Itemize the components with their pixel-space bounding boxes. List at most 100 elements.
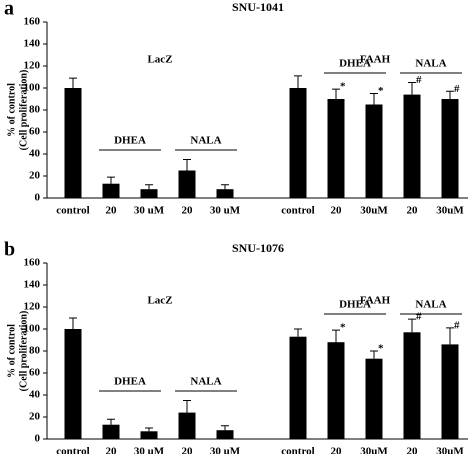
y-axis-label: % of control <box>6 83 17 137</box>
x-tick-label: control <box>56 205 89 217</box>
error-bar <box>332 88 340 99</box>
bar <box>216 189 234 198</box>
bar <box>441 99 459 198</box>
y-axis-label: (Cell proliferation) <box>18 311 29 392</box>
x-tick-label: 30 uM <box>210 446 241 454</box>
error-bar <box>294 328 302 337</box>
bar <box>64 88 82 198</box>
error-bar <box>221 184 229 190</box>
x-tick-label: control <box>281 446 314 454</box>
y-tick-label: 120 <box>24 60 41 72</box>
significance-marker: * <box>378 343 384 355</box>
error-bar <box>183 159 191 171</box>
bracket-label: DHEA <box>339 58 371 70</box>
y-tick-label: 160 <box>24 16 41 28</box>
error-bar <box>145 184 153 190</box>
bracket-label: NALA <box>415 299 446 311</box>
y-tick-label: 100 <box>24 82 41 94</box>
chart-panel: a SNU-1041 % of control (Cell proliferation… <box>4 0 468 217</box>
error-bar <box>183 400 191 413</box>
x-tick-label: 30 uM <box>134 205 165 217</box>
bar <box>327 342 345 439</box>
x-tick-label: control <box>56 446 89 454</box>
chart-title: SNU-1041 <box>232 0 284 14</box>
y-tick-label: 160 <box>24 257 41 269</box>
y-tick-label: 20 <box>29 170 41 182</box>
bracket-label: DHEA <box>339 299 371 311</box>
bar <box>441 344 459 439</box>
error-bar <box>107 176 115 184</box>
group-label: LacZ <box>147 295 172 307</box>
error-bar <box>408 82 416 95</box>
bracket-label: NALA <box>415 58 446 70</box>
x-tick-label: 20 <box>182 446 194 454</box>
error-bar <box>221 425 229 431</box>
y-tick-label: 60 <box>29 367 41 379</box>
significance-marker: # <box>416 311 422 323</box>
bar <box>365 104 383 198</box>
significance-marker: # <box>416 74 422 86</box>
error-bar <box>446 327 454 345</box>
bar <box>140 431 158 439</box>
y-tick-label: 20 <box>29 411 41 423</box>
x-tick-label: 20 <box>407 205 419 217</box>
x-tick-label: 20 <box>182 205 194 217</box>
significance-marker: # <box>454 319 460 331</box>
bar <box>178 412 196 439</box>
y-tick-label: 80 <box>29 345 41 357</box>
significance-marker: * <box>340 322 346 334</box>
y-tick-label: 140 <box>24 38 41 50</box>
x-tick-label: 20 <box>106 205 118 217</box>
bar <box>102 424 120 439</box>
bar <box>102 183 120 198</box>
x-tick-label: 20 <box>407 446 419 454</box>
x-tick-label: 30uM <box>436 205 464 217</box>
bar <box>403 94 421 198</box>
error-bar <box>446 90 454 99</box>
chart-panel: b SNU-1076 % of control (Cell proliferation… <box>4 239 468 454</box>
panel-label: a <box>4 0 14 20</box>
y-tick-label: 120 <box>24 301 41 313</box>
error-bar <box>107 418 115 425</box>
error-bar <box>145 427 153 432</box>
bar <box>178 170 196 198</box>
error-bar <box>370 350 378 359</box>
y-tick-label: 0 <box>35 433 41 445</box>
bar <box>140 189 158 198</box>
bracket-label: DHEA <box>114 376 146 388</box>
error-bar <box>370 93 378 105</box>
error-bar <box>294 75 302 88</box>
bracket-label: NALA <box>190 135 221 147</box>
significance-marker: * <box>340 81 346 93</box>
y-tick-label: 40 <box>29 148 41 160</box>
group-label: LacZ <box>147 54 172 66</box>
x-tick-label: 20 <box>331 205 343 217</box>
y-axis-label: % of control <box>6 324 17 378</box>
significance-marker: # <box>454 83 460 95</box>
y-tick-label: 100 <box>24 323 41 335</box>
y-tick-label: 80 <box>29 104 41 116</box>
x-tick-label: 30uM <box>436 446 464 454</box>
y-tick-label: 140 <box>24 279 41 291</box>
x-tick-label: 30 uM <box>210 205 241 217</box>
bar <box>289 336 307 439</box>
bar <box>216 430 234 439</box>
y-tick-label: 40 <box>29 389 41 401</box>
x-tick-label: control <box>281 205 314 217</box>
error-bar <box>69 77 77 88</box>
bar <box>365 358 383 439</box>
error-bar <box>408 318 416 333</box>
y-axis-label: (Cell proliferation) <box>18 70 29 151</box>
bar <box>327 99 345 198</box>
x-tick-label: 20 <box>106 446 118 454</box>
x-tick-label: 30uM <box>360 446 388 454</box>
y-tick-label: 0 <box>35 192 41 204</box>
error-bar <box>332 329 340 343</box>
bar <box>403 332 421 439</box>
x-tick-label: 30 uM <box>134 446 165 454</box>
bar <box>289 88 307 198</box>
error-bar <box>69 317 77 329</box>
bracket-label: DHEA <box>114 135 146 147</box>
